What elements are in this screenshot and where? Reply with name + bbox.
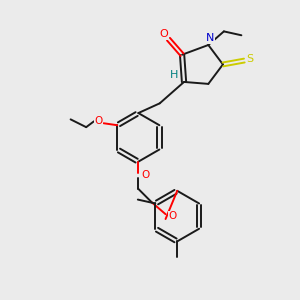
Text: O: O <box>141 170 149 180</box>
Text: O: O <box>168 211 176 221</box>
Text: O: O <box>95 116 103 126</box>
Text: O: O <box>159 29 168 39</box>
Text: H: H <box>170 70 178 80</box>
Text: S: S <box>247 54 254 64</box>
Text: N: N <box>206 33 214 43</box>
